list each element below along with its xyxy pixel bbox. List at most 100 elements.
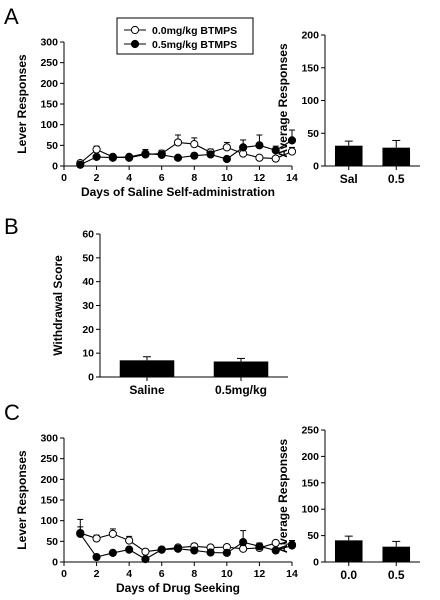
data-point [239, 538, 248, 547]
data-point [92, 534, 101, 543]
A-line-ytick-label: 150 [40, 99, 58, 111]
chart-C-bar: 0 50 100 150 200 250 Average Responses 0.0 0.5 [276, 425, 420, 582]
data-point [76, 160, 85, 169]
C-bar-ytick-label: 100 [301, 504, 319, 516]
data-point [206, 548, 215, 557]
C-bar-ylabel: Average Responses [276, 439, 290, 554]
C-line-xtick-label: 14 [286, 568, 298, 580]
C-line-xtick-label: 0 [61, 568, 67, 580]
B-bar-category-label: Saline [129, 383, 165, 397]
data-point [125, 545, 134, 554]
data-point [255, 153, 264, 162]
A-line-series-filled [76, 129, 297, 169]
A-bar-ylabel: Average Responses [276, 43, 290, 158]
A-bar-category-label: Sal [340, 172, 358, 186]
data-point [222, 143, 231, 152]
A-bar-category-label: 0.5 [388, 172, 405, 186]
data-point [141, 547, 150, 556]
chart-C-line: 0 50 100 150 200 250 300 Lever Responses 0 2 4 6 8 10… [15, 433, 298, 596]
C-line-xtick-label: 12 [254, 568, 266, 580]
C-line-xtick-label: 6 [159, 568, 165, 580]
A-line-xtick-label: 0 [61, 172, 67, 184]
C-line-ytick-label: 250 [40, 453, 58, 465]
data-point [125, 152, 134, 162]
panel-letter-a: A [4, 4, 19, 29]
C-line-ytick-label: 150 [40, 495, 58, 507]
data-point [108, 529, 117, 538]
data-point [287, 541, 297, 550]
bar [334, 540, 363, 562]
C-line-xtick-label: 4 [126, 568, 132, 580]
C-line-xtick-label: 8 [191, 568, 197, 580]
B-bar-ytick-label: 60 [82, 229, 94, 241]
B-bar-ytick-label: 20 [82, 324, 94, 336]
C-bar-category-label: 0.5 [388, 568, 405, 582]
A-line-ytick-label: 250 [40, 57, 58, 69]
data-point [92, 152, 101, 162]
C-bar-ytick-label: 0 [313, 557, 319, 569]
A-line-xtick-label: 12 [254, 172, 266, 184]
data-point [173, 138, 183, 147]
A-line-xtick-label: 10 [221, 172, 233, 184]
data-point [173, 153, 183, 162]
chart-B-bar: 0 10 20 30 40 50 60 Withdrawal Score Saline 0.5mg… [51, 229, 288, 397]
C-line-ytick-label: 50 [46, 536, 58, 548]
legend-label: 0.5mg/kg BTMPS [152, 39, 237, 51]
C-line-series-filled [76, 518, 297, 564]
C-bar-category-label: 0.0 [340, 568, 357, 582]
data-point [271, 546, 280, 555]
data-point [222, 154, 231, 164]
data-point [157, 150, 166, 159]
A-line-ytick-label: 50 [46, 140, 58, 152]
data-point [190, 546, 199, 555]
B-bar-category-label: 0.5mg/kg [215, 383, 267, 397]
data-point [141, 149, 150, 158]
bar [213, 361, 269, 377]
bar [382, 147, 411, 166]
data-point [108, 548, 117, 558]
A-bar-ytick-label: 150 [301, 62, 319, 74]
data-point [255, 141, 264, 150]
C-line-ytick-label: 100 [40, 515, 58, 527]
panel-letter-c: C [4, 400, 20, 425]
data-point [271, 146, 280, 155]
A-bar-ytick-label: 200 [301, 30, 319, 42]
B-bar-ytick-label: 30 [82, 300, 94, 312]
chart-A-line: 0 50 100 150 200 250 300 Lever Responses 0 2 4 6 8 10… [15, 37, 298, 200]
A-line-ytick-label: 300 [40, 37, 58, 49]
legend-filled-marker [130, 39, 140, 49]
B-bar-ytick-label: 0 [88, 372, 94, 384]
data-point [190, 139, 199, 149]
data-point [141, 555, 150, 564]
C-line-xtick-label: 10 [221, 568, 233, 580]
data-point [271, 154, 280, 163]
C-line-xtick-label: 2 [94, 568, 100, 580]
C-bar-ytick-label: 150 [301, 477, 319, 489]
B-bar-ytick-label: 40 [82, 276, 94, 288]
C-line-ytick-label: 300 [40, 433, 58, 445]
A-line-ytick-label: 200 [40, 78, 58, 90]
legend-open-marker [130, 25, 140, 35]
A-bar-ytick-label: 0 [313, 161, 319, 173]
B-bar-ytick-label: 10 [82, 348, 94, 360]
panel-letter-b: B [4, 214, 19, 239]
bar [119, 360, 175, 377]
data-point [173, 544, 183, 553]
data-point [239, 143, 248, 152]
A-line-ytick-label: 0 [52, 161, 58, 173]
C-bar-ytick-label: 250 [301, 425, 319, 437]
C-line-ytick-label: 0 [52, 557, 58, 569]
A-line-xlabel: Days of Saline Self-administration [81, 185, 275, 199]
B-bar-ytick-label: 50 [82, 252, 94, 264]
legend: 0.0mg/kg BTMPS 0.5mg/kg BTMPS [116, 17, 254, 55]
data-point [92, 145, 101, 154]
A-bar-ytick-label: 50 [307, 128, 319, 140]
data-point [108, 153, 117, 162]
data-point [222, 548, 231, 558]
B-bar-ylabel: Withdrawal Score [51, 255, 65, 356]
legend-box [116, 17, 254, 55]
data-point [92, 552, 101, 562]
A-line-ytick-label: 100 [40, 119, 58, 131]
C-bar-ytick-label: 50 [307, 530, 319, 542]
